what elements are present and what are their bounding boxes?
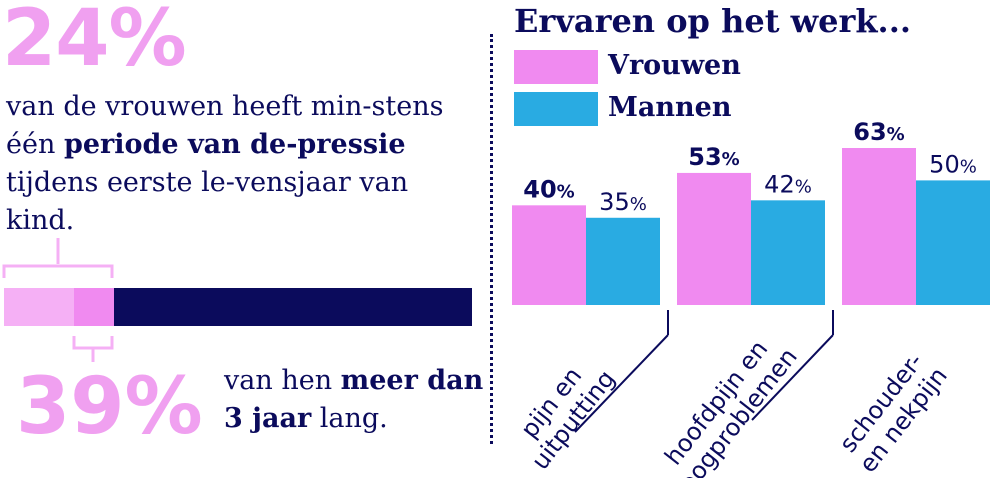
category-label-3: schouder-en nekpijn — [832, 345, 953, 478]
value-label-vrouwen-3: 63% — [853, 118, 904, 146]
sub-text: van hen meer dan 3 jaar lang. — [224, 362, 484, 438]
duration-bar-graphic — [2, 238, 472, 362]
legend-swatch-vrouwen — [514, 50, 598, 84]
category-label-2: hoofdpijn enoogproblemen — [652, 326, 803, 478]
bar-mannen-3 — [916, 180, 990, 305]
sub-text-bold: meer dan 3 jaar — [224, 365, 484, 434]
legend-label-vrouwen: Vrouwen — [608, 50, 741, 81]
separator-diagonal-2 — [751, 334, 834, 421]
legend-label-mannen: Mannen — [608, 92, 732, 123]
bar-vrouwen-1 — [512, 205, 586, 305]
bar-vrouwen-2 — [677, 172, 751, 305]
bar-vrouwen-3 — [842, 148, 916, 305]
headline-percentage: 24% — [2, 0, 187, 84]
intro-text-part1: van de vrouwen heeft min-stens één — [6, 91, 444, 160]
intro-text-part2: tijdens eerste le-vensjaar van kind. — [6, 167, 409, 236]
intro-text: van de vrouwen heeft min-stens één perio… — [6, 88, 446, 240]
bar-mannen-2 — [751, 200, 825, 305]
value-label-mannen-1: 35% — [599, 188, 647, 216]
value-label-vrouwen-2: 53% — [688, 143, 739, 171]
legend-swatch-mannen — [514, 92, 598, 126]
sub-text-part2: lang. — [311, 403, 388, 434]
chart-title: Ervaren op het werk... — [514, 2, 911, 40]
dotted-divider — [490, 34, 493, 444]
sub-percentage: 39% — [16, 362, 203, 452]
value-label-vrouwen-1: 40% — [523, 175, 574, 203]
intro-text-bold: periode van de-pressie — [63, 129, 406, 160]
sub-text-part1: van hen — [224, 365, 341, 396]
bar-share-subset — [74, 288, 114, 326]
value-label-mannen-2: 42% — [764, 170, 812, 198]
category-label-1: pijn enuitputting — [504, 348, 621, 475]
bracket-top — [2, 264, 114, 278]
separator-diagonal-1 — [574, 334, 669, 433]
bar-mannen-1 — [586, 217, 660, 305]
value-label-mannen-3: 50% — [929, 150, 977, 178]
